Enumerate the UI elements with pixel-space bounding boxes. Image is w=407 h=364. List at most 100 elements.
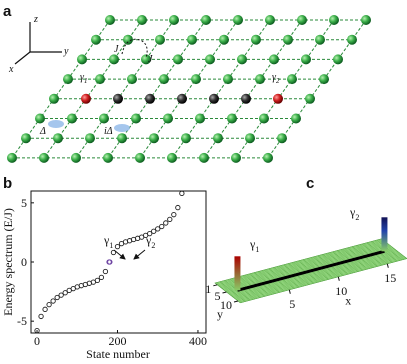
site <box>131 113 141 124</box>
point <box>159 223 165 230</box>
site <box>251 34 261 45</box>
site <box>77 54 87 65</box>
site <box>283 34 293 45</box>
panel-b: 0 200 400 -5 0 5 <box>17 190 207 348</box>
pairing-label: Δ <box>39 126 46 137</box>
site <box>205 54 215 65</box>
y-tick <box>213 284 218 287</box>
site <box>233 15 243 25</box>
mesh <box>233 253 401 298</box>
site <box>71 152 81 163</box>
mesh <box>216 239 383 285</box>
site <box>273 93 283 104</box>
site <box>263 152 273 163</box>
pairing-blob <box>48 120 64 128</box>
site <box>361 15 371 25</box>
mesh <box>240 258 407 303</box>
axes-glyph <box>14 22 62 65</box>
point <box>102 268 109 275</box>
site <box>269 54 279 65</box>
point <box>42 306 48 312</box>
site <box>63 74 73 85</box>
point <box>98 274 105 281</box>
peak <box>234 256 241 291</box>
annotation: γ1 <box>103 233 113 250</box>
site <box>109 54 119 65</box>
chain <box>237 249 385 292</box>
x-tick <box>337 276 340 281</box>
site <box>127 74 137 85</box>
site <box>241 93 251 104</box>
x-tick <box>288 289 291 294</box>
panel-label: a <box>3 3 12 20</box>
point <box>107 259 113 265</box>
axis-z: z <box>33 14 38 25</box>
y-tick-label: 10 <box>220 298 232 312</box>
point <box>58 292 64 298</box>
site <box>145 93 155 104</box>
site <box>39 152 49 163</box>
site <box>291 113 301 124</box>
mesh <box>236 255 404 301</box>
x-tick-label: 10 <box>335 284 347 298</box>
site <box>191 74 201 85</box>
mesh <box>217 240 384 285</box>
hopping-label: J <box>148 54 153 65</box>
point <box>54 294 60 301</box>
mesh <box>237 256 405 302</box>
point <box>46 301 52 308</box>
y-tick-label: 5 <box>21 196 27 210</box>
site <box>201 15 211 25</box>
site <box>155 34 165 45</box>
site <box>35 113 45 124</box>
mesh <box>214 238 382 284</box>
y-tick-label: 0 <box>21 255 27 269</box>
annotation: γ2 <box>145 233 155 250</box>
axis-y: y <box>63 46 69 57</box>
x-tick-label: 400 <box>189 334 207 348</box>
site <box>277 133 287 144</box>
site <box>117 133 127 144</box>
mesh <box>231 251 398 296</box>
site <box>329 15 339 25</box>
site <box>81 93 91 104</box>
site <box>305 93 315 104</box>
site <box>209 93 219 104</box>
mesh <box>235 254 403 300</box>
site <box>91 34 101 45</box>
axis-x: x <box>8 64 14 75</box>
plot-frame <box>30 190 207 334</box>
site <box>213 133 223 144</box>
site <box>219 34 229 45</box>
lattice <box>7 15 371 163</box>
site <box>287 74 297 85</box>
mesh <box>239 257 406 303</box>
mesh <box>222 244 390 290</box>
annotation-arrow <box>113 249 126 260</box>
mesh <box>229 250 397 295</box>
site <box>7 152 17 163</box>
mesh <box>218 241 386 286</box>
site <box>319 74 329 85</box>
x-axis-label: State number <box>86 347 150 361</box>
site <box>85 133 95 144</box>
y-axis-label: y <box>217 307 223 321</box>
site <box>187 34 197 45</box>
point <box>171 212 177 218</box>
site <box>227 113 237 124</box>
y-axis-label: Energy spectrum (E/J) <box>1 208 15 316</box>
point <box>179 190 185 197</box>
site <box>181 133 191 144</box>
point <box>151 228 157 234</box>
peak <box>381 217 388 252</box>
panel-label: c <box>306 175 314 192</box>
pairing-label: iΔ <box>104 126 113 137</box>
x-tick <box>386 263 389 268</box>
site <box>297 15 307 25</box>
point <box>50 298 56 304</box>
site <box>199 152 209 163</box>
mesh <box>219 242 387 287</box>
site <box>259 113 269 124</box>
annotation: γ1 <box>249 237 259 254</box>
